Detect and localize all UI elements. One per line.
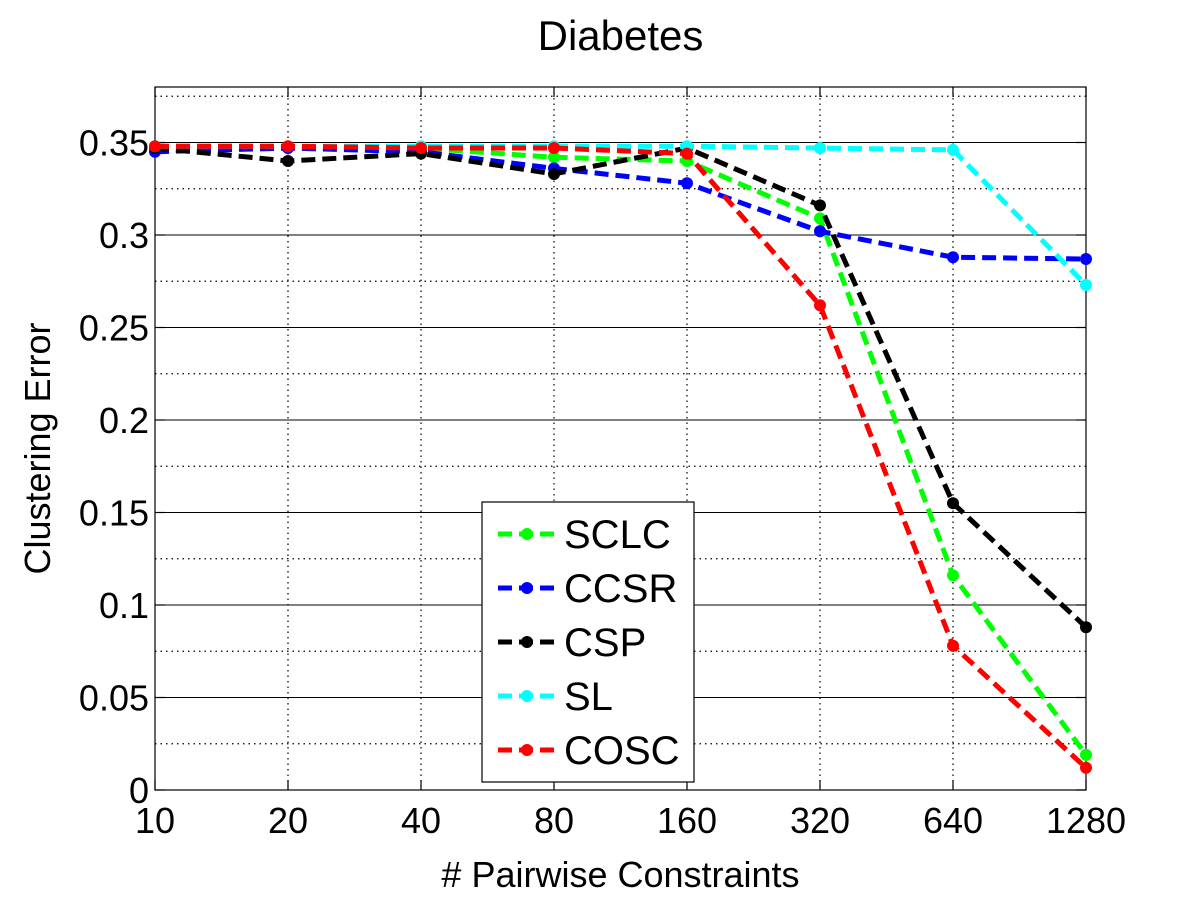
legend-box [481, 501, 695, 783]
data-point-sclc [548, 151, 560, 164]
series-layer [149, 140, 1092, 774]
data-point-sclc [814, 212, 826, 225]
tick-layer: 0 0.05 0.1 0.15 0.2 0.25 0.3 0.35 10 20 40 80 160 320… [79, 87, 1126, 841]
data-point-ccsr [947, 251, 959, 264]
x-tick-label: 160 [657, 800, 717, 841]
data-point-cosc [548, 142, 560, 155]
data-point-csp [548, 167, 560, 180]
legend-item-sclc: SCLC [498, 513, 671, 557]
legend-swatch-marker [521, 582, 533, 594]
series-line-csp [154, 145, 1088, 630]
data-point-ccsr [681, 177, 693, 190]
legend-swatch-marker [521, 636, 533, 648]
y-tick-label: 0.35 [79, 123, 149, 164]
data-point-csp [814, 199, 826, 212]
data-point-cosc [415, 142, 427, 155]
x-tick-label: 320 [790, 800, 850, 841]
x-tick-label: 640 [923, 800, 983, 841]
x-axis-label: # Pairwise Constraints [441, 854, 799, 895]
data-point-sl [814, 142, 826, 155]
data-point-cosc [1080, 761, 1092, 774]
legend-item-csp: CSP [498, 621, 646, 665]
y-axis-label: Clustering Error [17, 322, 58, 574]
legend-item-cosc: COSC [498, 729, 680, 773]
y-tick-label: 0.2 [99, 400, 149, 441]
data-point-cosc [681, 147, 693, 160]
y-tick-label: 0 [129, 770, 149, 811]
x-tick-label: 20 [268, 800, 308, 841]
data-point-sl [947, 143, 959, 156]
data-point-csp [947, 497, 959, 510]
y-tick-label: 0.1 [99, 585, 149, 626]
x-tick-label: 1280 [1046, 800, 1126, 841]
plot-frame [154, 86, 1087, 791]
data-point-csp [282, 155, 294, 167]
legend-swatch-marker [521, 744, 533, 756]
data-point-cosc [814, 299, 826, 312]
y-tick-label: 0.15 [79, 493, 149, 534]
legend: SCLC CCSR CSP SL COSC [481, 501, 695, 783]
series-cosc [149, 140, 1092, 774]
legend-item-ccsr: CCSR [498, 567, 677, 611]
legend-label: CCSR [564, 567, 677, 611]
y-tick-label: 0.25 [79, 308, 149, 349]
data-point-cosc [282, 140, 294, 153]
y-tick-label: 0.05 [79, 678, 149, 719]
grid-layer [155, 87, 1086, 790]
legend-swatch-marker [521, 528, 533, 540]
data-point-sclc [947, 569, 959, 582]
legend-label: SL [564, 675, 613, 719]
data-point-csp [1080, 621, 1092, 634]
data-point-cosc [149, 140, 161, 153]
data-point-ccsr [814, 225, 826, 238]
data-point-sl [1080, 278, 1092, 291]
legend-label: CSP [564, 621, 646, 665]
legend-swatch-marker [521, 690, 533, 702]
data-point-ccsr [1080, 253, 1092, 266]
x-tick-label: 40 [401, 800, 441, 841]
legend-label: SCLC [564, 513, 671, 557]
chart-title: Diabetes [538, 12, 704, 59]
legend-item-sl: SL [498, 675, 613, 719]
x-tick-label: 80 [534, 800, 574, 841]
data-point-cosc [947, 639, 959, 652]
y-tick-label: 0.3 [99, 215, 149, 256]
data-point-sclc [1080, 748, 1092, 761]
legend-label: COSC [564, 729, 680, 773]
x-tick-label: 10 [135, 800, 175, 841]
series-line-cosc [155, 143, 1088, 770]
